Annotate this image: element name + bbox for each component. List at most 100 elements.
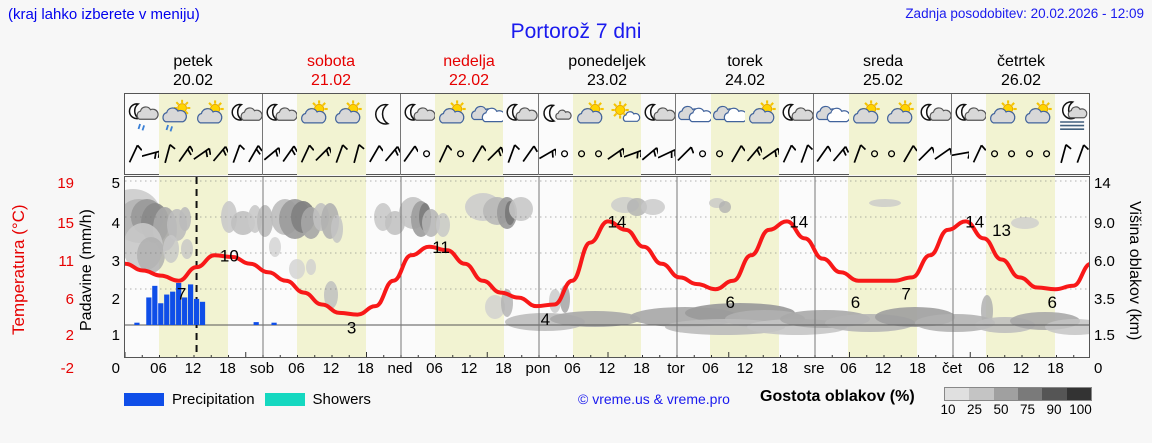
day-date: 21.02 bbox=[310, 72, 352, 89]
wind-barb bbox=[796, 136, 814, 175]
day-header-torek: torek 24.02 bbox=[676, 52, 814, 92]
wind-barb bbox=[280, 136, 298, 175]
x-tick-label: 06 bbox=[288, 360, 305, 377]
x-tick-label: 06 bbox=[978, 360, 995, 377]
wind-barb bbox=[331, 136, 349, 175]
precipitation-bar bbox=[134, 322, 140, 325]
sun-cloud-icon bbox=[331, 94, 366, 136]
credit-link[interactable]: © vreme.us & vreme.pro bbox=[578, 391, 730, 407]
moon-clear-icon bbox=[366, 94, 400, 136]
day-name: sreda bbox=[862, 53, 904, 70]
day-name: sobota bbox=[306, 53, 356, 70]
sun-cloud-icon bbox=[848, 94, 883, 136]
location-menu-note: (kraj lahko izberete v meniju) bbox=[8, 6, 200, 23]
x-tick-label: 18 bbox=[219, 360, 236, 377]
x-tick-label: 06 bbox=[150, 360, 167, 377]
wind-barb bbox=[556, 136, 573, 175]
cloud-height-tick: 0 bbox=[1094, 360, 1103, 377]
wind-barb bbox=[503, 136, 521, 175]
cloud-overcast-icon bbox=[676, 94, 711, 136]
wind-barb bbox=[848, 136, 866, 175]
moon-clear-small-icon bbox=[539, 94, 573, 136]
x-tick-label: 12 bbox=[1012, 360, 1030, 377]
x-tick-label: 12 bbox=[322, 360, 340, 377]
temperature-label: 14 bbox=[789, 212, 808, 231]
x-tick-label: pon bbox=[525, 360, 551, 377]
cloud-density-tick: 10 bbox=[940, 402, 956, 417]
precipitation-tick: 0 bbox=[111, 360, 120, 377]
wind-barb bbox=[418, 136, 435, 175]
day-date: 24.02 bbox=[724, 72, 766, 89]
cloud-density-field bbox=[125, 189, 1089, 335]
temperature-label: 3 bbox=[347, 319, 356, 338]
cloud-density-step bbox=[1017, 388, 1043, 400]
precipitation-swatch bbox=[124, 392, 164, 406]
cloud-density-step bbox=[945, 388, 970, 400]
wind-barb bbox=[952, 136, 970, 175]
x-tick-label: 06 bbox=[840, 360, 857, 377]
temperature-label: 14 bbox=[965, 212, 984, 231]
wind-barb bbox=[986, 136, 1004, 175]
night-cloud-icon bbox=[228, 94, 262, 136]
wind-barb bbox=[314, 136, 332, 175]
day-header-sreda: sreda 25.02 bbox=[814, 52, 952, 92]
wind-barb bbox=[401, 136, 418, 175]
wind-barb bbox=[831, 136, 849, 175]
night-cloud-icon bbox=[641, 94, 676, 136]
wind-barb bbox=[969, 136, 987, 175]
day-header-četrtek: četrtek 26.02 bbox=[952, 52, 1090, 92]
wind-barb bbox=[538, 136, 556, 175]
forecast-plot: 7 10 3 11 4 14 6 14 7 14 6 6 13 bbox=[124, 176, 1090, 358]
sun-cloud-icon bbox=[572, 94, 608, 136]
day-header-row: petek 20.02 sobota 21.02 nedelja 22.02 ponedel… bbox=[124, 52, 1090, 92]
wind-barb bbox=[245, 136, 262, 175]
wind-barb bbox=[727, 136, 745, 175]
cloud-height-axis-title: Višina oblakov (km) bbox=[1126, 200, 1143, 341]
wind-barb bbox=[1072, 136, 1089, 175]
wind-barb bbox=[658, 136, 676, 175]
day-name: nedelja bbox=[443, 53, 495, 70]
showers-legend-label: Showers bbox=[312, 390, 371, 408]
x-tick-label: 18 bbox=[771, 360, 788, 377]
wind-barb bbox=[159, 136, 177, 175]
precipitation-bar bbox=[158, 303, 164, 325]
night-cloud-icon bbox=[952, 94, 987, 136]
sun-cloud-icon bbox=[1020, 94, 1055, 136]
day-header-ponedeljek: ponedeljek 23.02 bbox=[538, 52, 676, 92]
precipitation-tick: 4 bbox=[111, 215, 120, 232]
temperature-label: 6 bbox=[851, 293, 860, 312]
night-cloud-icon bbox=[503, 94, 538, 136]
day-header-petek: petek 20.02 bbox=[124, 52, 262, 92]
symbol-day-sreda bbox=[814, 94, 953, 136]
cloud-density-colorbar bbox=[944, 387, 1092, 401]
cloud-height-tick: 14 bbox=[1094, 175, 1111, 192]
temperature-label: 10 bbox=[220, 246, 239, 265]
wind-day-sreda bbox=[814, 136, 953, 175]
night-cloud-icon bbox=[263, 94, 298, 136]
wind-barb bbox=[589, 136, 608, 175]
plot-overlay: 7 10 3 11 4 14 6 14 7 14 6 6 13 bbox=[125, 177, 1089, 357]
wind-barb bbox=[486, 136, 504, 175]
wind-barb bbox=[865, 136, 883, 175]
cloud-overcast-icon bbox=[710, 94, 745, 136]
wind-barb bbox=[694, 136, 711, 175]
legend-item-precipitation: Precipitation bbox=[124, 391, 255, 408]
daylight-band-cell bbox=[469, 177, 487, 357]
sun-cloud-small-icon bbox=[607, 94, 642, 136]
x-tick-label: 18 bbox=[633, 360, 650, 377]
temperature-label: 14 bbox=[607, 212, 626, 231]
wind-barb bbox=[779, 136, 797, 175]
daylight-band-cell bbox=[1037, 177, 1055, 357]
precipitation-bar bbox=[170, 291, 176, 325]
wind-day-sobota bbox=[263, 136, 401, 175]
day-name: torek bbox=[727, 53, 763, 70]
symbol-day-nedelja bbox=[401, 94, 539, 136]
x-tick-label: ned bbox=[387, 360, 413, 377]
precipitation-tick: 2 bbox=[111, 291, 120, 308]
sun-cloud-icon bbox=[297, 94, 332, 136]
wind-barb bbox=[917, 136, 935, 175]
x-tick-label: tor bbox=[667, 360, 685, 377]
cloud-density-legend-title: Gostota oblakov (%) bbox=[760, 388, 915, 405]
sun-cloud-rain-icon bbox=[159, 94, 194, 136]
cloud-density-tick: 100 bbox=[1069, 402, 1092, 417]
